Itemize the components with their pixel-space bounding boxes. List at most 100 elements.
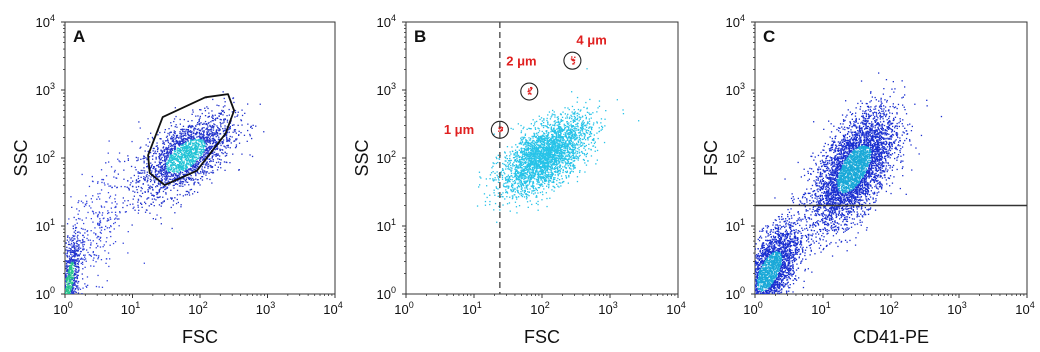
event-point: [135, 156, 137, 159]
event-point: [219, 133, 222, 135]
event-point: [149, 212, 151, 214]
event-point: [567, 145, 570, 147]
event-point: [223, 121, 225, 123]
event-point: [72, 291, 74, 293]
event-point: [600, 129, 602, 131]
event-point: [588, 120, 591, 122]
event-point: [62, 292, 63, 293]
event-point: [141, 206, 143, 208]
event-point: [226, 121, 229, 123]
event-point: [182, 173, 184, 175]
event-point: [80, 262, 82, 265]
event-point: [216, 133, 218, 135]
event-point: [97, 224, 99, 226]
event-point: [213, 132, 216, 134]
event-point: [160, 150, 162, 152]
event-point: [533, 123, 536, 125]
event-point: [75, 252, 77, 254]
event-point: [67, 271, 69, 273]
event-point: [72, 284, 74, 286]
event-point: [533, 132, 535, 134]
event-point: [75, 255, 77, 257]
event-point: [582, 142, 584, 144]
event-point: [159, 131, 161, 134]
event-point: [227, 129, 229, 131]
event-point: [548, 127, 550, 129]
event-point: [110, 166, 113, 168]
event-point: [74, 249, 77, 251]
event-point: [509, 178, 512, 181]
event-point: [136, 191, 139, 194]
event-point: [544, 178, 547, 180]
event-point: [61, 326, 62, 327]
event-point: [536, 140, 538, 142]
event-point: [140, 176, 142, 178]
event-point: [60, 298, 61, 299]
event-point: [557, 148, 559, 150]
event-point: [76, 240, 79, 242]
event-point: [578, 128, 580, 131]
event-point: [87, 239, 89, 241]
event-point: [61, 339, 62, 340]
event-point: [102, 212, 104, 214]
event-point: [206, 141, 208, 143]
event-point: [173, 135, 175, 137]
event-point: [183, 174, 185, 176]
event-point: [241, 109, 243, 111]
event-point: [192, 155, 195, 157]
event-point: [561, 145, 563, 147]
event-point: [81, 242, 84, 244]
event-point: [147, 145, 149, 147]
event-point: [507, 182, 509, 184]
event-point: [186, 160, 188, 162]
event-point: [67, 268, 69, 270]
event-point: [68, 241, 70, 243]
event-point: [84, 203, 87, 205]
event-point: [135, 180, 138, 182]
event-point: [529, 161, 532, 163]
event-point: [187, 126, 189, 128]
event-point: [541, 191, 544, 193]
event-point: [484, 204, 487, 206]
event-point: [82, 287, 84, 289]
event-point: [512, 176, 514, 179]
event-point: [71, 298, 72, 299]
event-point: [73, 246, 75, 248]
event-point: [213, 145, 216, 147]
event-point: [90, 218, 92, 220]
event-point: [74, 273, 76, 276]
event-point: [224, 101, 226, 103]
event-point: [71, 287, 74, 289]
event-point: [63, 288, 64, 289]
event-point: [188, 147, 190, 149]
event-point: [76, 250, 78, 252]
event-point: [183, 147, 185, 149]
event-point: [138, 209, 140, 211]
event-point: [105, 201, 107, 203]
event-point: [537, 187, 539, 189]
event-point: [172, 167, 174, 169]
event-point: [180, 157, 182, 159]
event-point: [137, 177, 140, 180]
event-point: [567, 134, 570, 136]
event-point: [212, 115, 214, 117]
event-point: [109, 231, 112, 233]
event-point: [71, 251, 73, 253]
event-point: [210, 125, 212, 128]
event-point: [506, 179, 508, 181]
event-point: [530, 148, 532, 150]
event-point: [566, 171, 568, 174]
event-point: [157, 170, 160, 173]
event-point: [74, 235, 76, 237]
event-point: [572, 142, 574, 144]
event-point: [150, 172, 153, 174]
event-point: [532, 151, 534, 153]
event-point: [155, 218, 157, 220]
event-point: [180, 135, 183, 137]
event-point: [184, 158, 186, 161]
event-point: [98, 286, 100, 288]
event-point: [190, 165, 193, 167]
event-point: [156, 164, 158, 167]
event-point: [192, 136, 194, 138]
event-point: [250, 125, 252, 127]
